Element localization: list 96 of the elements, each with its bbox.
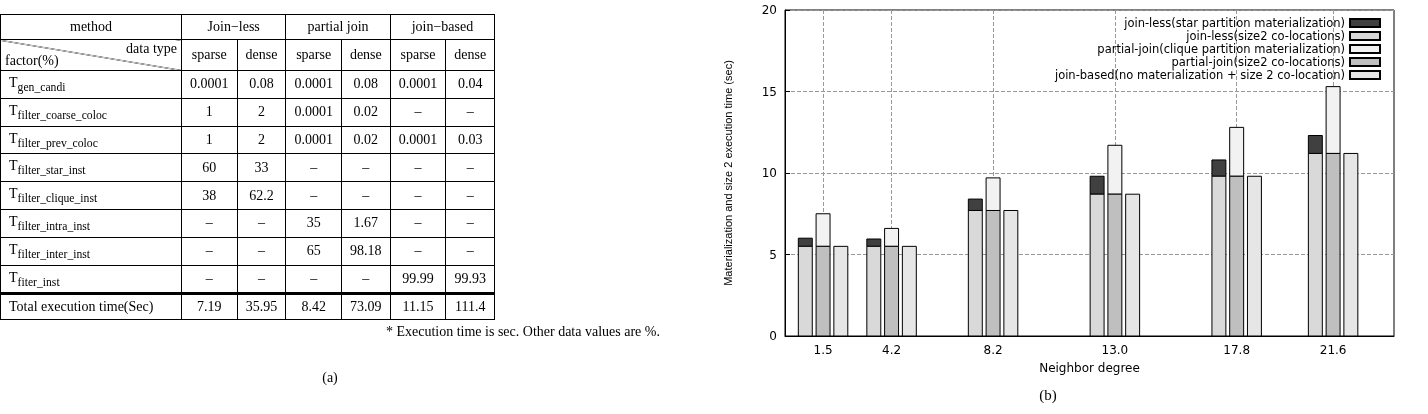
x-tick-label: 4.2 bbox=[882, 343, 902, 357]
text: 2 bbox=[257, 104, 265, 120]
text: 0.04 bbox=[457, 76, 483, 92]
text: 7.19 bbox=[197, 299, 222, 315]
text: – bbox=[362, 159, 370, 175]
category-label: sparse bbox=[390, 39, 446, 71]
text: 1 bbox=[205, 131, 213, 147]
text: – bbox=[414, 187, 422, 203]
text: – bbox=[257, 215, 265, 231]
text: 62.2 bbox=[249, 187, 274, 203]
text: 65 bbox=[306, 243, 321, 259]
category-label: T$_{filter_intra_inst}$ bbox=[9, 213, 91, 233]
text: 0.0001 bbox=[294, 131, 333, 147]
text: – bbox=[205, 243, 213, 259]
text: 2 bbox=[257, 131, 265, 147]
text: – bbox=[414, 215, 422, 231]
text: – bbox=[414, 159, 422, 175]
text: 0.08 bbox=[353, 76, 379, 92]
text: 99.93 bbox=[454, 270, 486, 286]
category-label: sparse bbox=[181, 39, 237, 71]
legend-label: partial-join(clique partition materialization) bbox=[1097, 42, 1345, 56]
text: Join−less bbox=[181, 14, 286, 40]
text: (a) bbox=[321, 370, 339, 387]
category-label: T$_{filter_coarse_coloc}$ bbox=[9, 102, 107, 122]
x-tick-label: 17.8 bbox=[1223, 343, 1251, 357]
text: – bbox=[414, 243, 422, 259]
category-label: T$_{filter_star_inst}$ bbox=[9, 158, 86, 178]
text: 0.0001 bbox=[398, 131, 438, 147]
category-label: T$_{filter_inter_inst}$ bbox=[9, 241, 91, 261]
text: data type bbox=[126, 41, 177, 57]
category-label: T$_{gen_candi}$ bbox=[9, 75, 66, 94]
text: – bbox=[257, 243, 265, 259]
text: 1 bbox=[205, 104, 213, 120]
x-axis-title: Neighbor degree bbox=[1039, 361, 1140, 375]
text: 33 bbox=[254, 159, 269, 175]
text: 0.02 bbox=[353, 104, 379, 120]
text: 98.18 bbox=[350, 243, 382, 259]
category-label: Total execution time(Sec) bbox=[9, 299, 154, 315]
text: – bbox=[310, 187, 318, 203]
text: method bbox=[0, 14, 182, 40]
category-label: dense bbox=[445, 39, 495, 71]
x-tick-label: 8.2 bbox=[983, 343, 1003, 357]
category-label: T$_{fiter_inst}$ bbox=[9, 269, 60, 289]
y-tick-label: 15 bbox=[761, 84, 777, 99]
text: * Execution time is sec. Other data values are %. bbox=[384, 324, 660, 341]
text: 38 bbox=[202, 187, 217, 203]
text: 11.15 bbox=[402, 299, 434, 315]
text: – bbox=[466, 104, 474, 120]
text: – bbox=[466, 243, 474, 259]
text: 0.0001 bbox=[190, 76, 229, 92]
text: – bbox=[310, 159, 318, 175]
text: join−based bbox=[390, 14, 495, 40]
y-tick-label: 10 bbox=[761, 166, 777, 180]
text: – bbox=[466, 187, 474, 203]
category-label: dense bbox=[341, 39, 391, 71]
category-label: T$_{filter_prev_coloc}$ bbox=[9, 130, 98, 150]
text: (b) bbox=[1039, 386, 1057, 404]
text: – bbox=[310, 270, 318, 286]
text: 0.0001 bbox=[294, 76, 333, 92]
legend-label: join-less(size2 co-locations) bbox=[1185, 29, 1345, 43]
text: 60 bbox=[202, 159, 217, 175]
text: 0.0001 bbox=[398, 76, 438, 92]
text: – bbox=[362, 187, 370, 203]
text: 99.99 bbox=[402, 270, 434, 286]
text: 35 bbox=[306, 215, 321, 231]
text: factor(%) bbox=[5, 53, 59, 69]
text: 8.42 bbox=[301, 299, 326, 315]
category-label: dense bbox=[237, 39, 286, 71]
text: – bbox=[466, 215, 474, 231]
text: – bbox=[362, 270, 370, 286]
category-label: sparse bbox=[285, 39, 342, 71]
legend-label: partial-join(size2 co-locations) bbox=[1171, 55, 1345, 69]
text: 0.08 bbox=[249, 76, 274, 92]
legend-label: join-less(star partition materialization) bbox=[1123, 16, 1345, 30]
text: 35.95 bbox=[245, 299, 278, 315]
text: – bbox=[257, 270, 265, 286]
text: 1.67 bbox=[353, 215, 379, 231]
text: 73.09 bbox=[350, 299, 382, 315]
text: 111.4 bbox=[454, 299, 486, 315]
y-tick-label: 20 bbox=[761, 3, 777, 17]
text: – bbox=[205, 215, 213, 231]
text: partial join bbox=[285, 14, 391, 40]
legend-label: join-based(no materialization + size 2 co-location) bbox=[1053, 68, 1345, 82]
text: 0.03 bbox=[457, 131, 483, 147]
y-axis-title: Materialization and size 2 execution time (sec) bbox=[721, 60, 734, 286]
y-tick-label: 0 bbox=[769, 329, 777, 343]
text: 0.02 bbox=[353, 131, 379, 147]
category-label: T$_{filter_clique_inst}$ bbox=[9, 186, 98, 205]
x-tick-label: 13.0 bbox=[1101, 343, 1129, 357]
x-tick-label: 21.6 bbox=[1319, 343, 1347, 357]
text: – bbox=[205, 270, 213, 286]
y-tick-label: 5 bbox=[769, 247, 777, 262]
text: – bbox=[466, 159, 474, 175]
x-tick-label: 1.5 bbox=[813, 343, 833, 357]
text: 0.0001 bbox=[294, 104, 333, 120]
text: – bbox=[414, 104, 422, 120]
